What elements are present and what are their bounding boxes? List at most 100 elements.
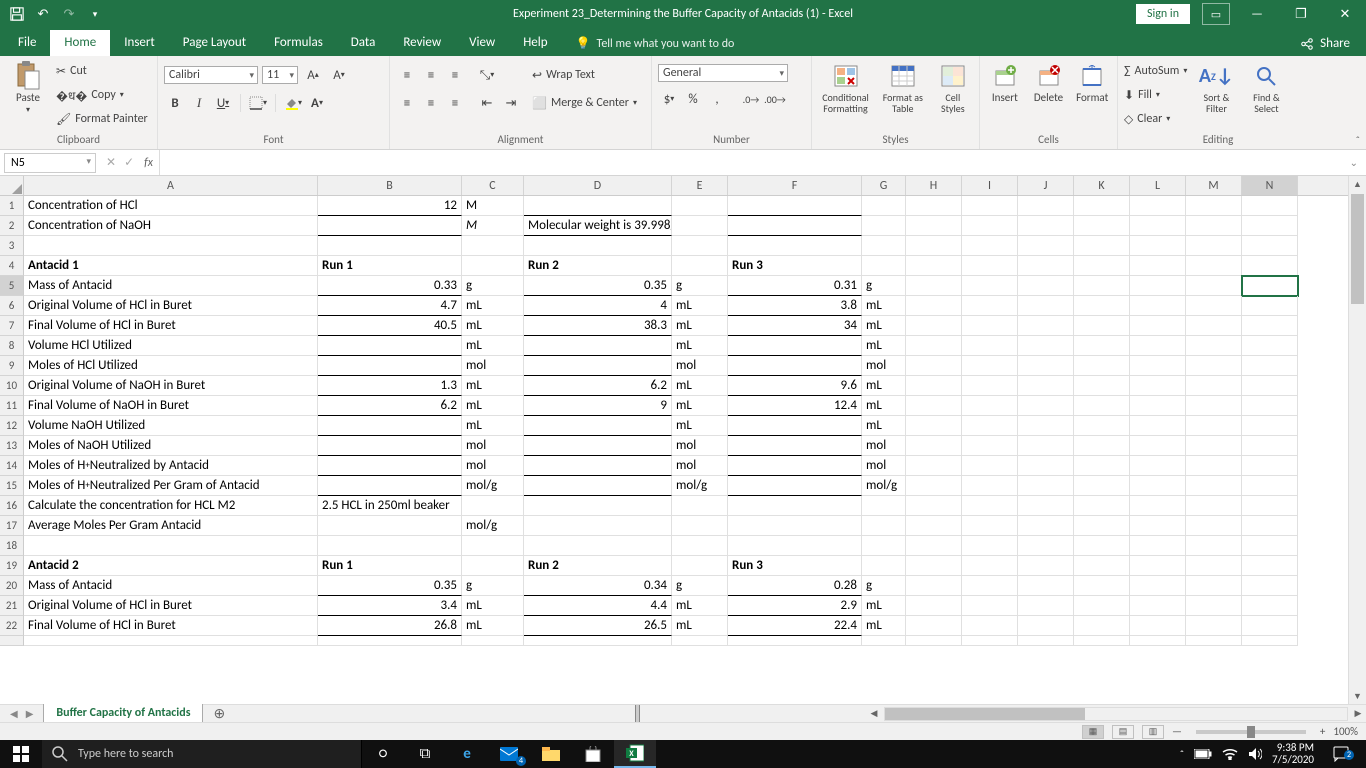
cell[interactable] [962,616,1018,636]
cell[interactable]: mol [672,456,728,476]
cell[interactable] [1018,416,1074,436]
percent-format-icon[interactable]: % [682,89,704,109]
cell[interactable]: g [862,576,906,596]
row-header[interactable]: 21 [0,596,24,616]
cell[interactable] [906,536,962,556]
cell[interactable]: 6.2 [524,376,672,396]
cell[interactable] [1018,496,1074,516]
cell[interactable]: mol [672,436,728,456]
cell[interactable]: 3.8 [728,296,862,316]
cell[interactable]: mol [862,456,906,476]
orientation-icon[interactable]: ⤡▾ [476,65,498,85]
cell[interactable]: Final Volume of HCl in Buret [24,616,318,636]
cell[interactable]: Mass of Antacid [24,576,318,596]
cell[interactable]: Run 3 [728,256,862,276]
cell[interactable]: mL [672,296,728,316]
cell[interactable] [728,216,862,236]
cell[interactable]: 12 [318,196,462,216]
row-header[interactable]: 15 [0,476,24,496]
cell[interactable] [728,336,862,356]
cell[interactable] [1186,336,1242,356]
cell[interactable] [1130,636,1186,646]
cell[interactable] [318,336,462,356]
cell[interactable]: 12.4 [728,396,862,416]
comma-format-icon[interactable]: , [706,89,728,109]
row-header[interactable]: 19 [0,556,24,576]
row-header[interactable]: 2 [0,216,24,236]
cell[interactable]: mL [672,596,728,616]
cell[interactable]: mol [862,436,906,456]
cell[interactable] [1242,196,1298,216]
cell[interactable] [962,436,1018,456]
page-break-view-icon[interactable]: ▥ [1142,725,1164,739]
cell[interactable] [1018,216,1074,236]
cell[interactable] [962,476,1018,496]
cell[interactable] [962,596,1018,616]
cell[interactable] [1242,556,1298,576]
cell[interactable] [1186,636,1242,646]
align-bottom-icon[interactable]: ≡ [444,65,466,85]
cell[interactable] [1242,236,1298,256]
cell[interactable] [962,556,1018,576]
page-layout-view-icon[interactable]: ▤ [1112,725,1134,739]
cell[interactable]: Final Volume of NaOH in Buret [24,396,318,416]
tray-expand-icon[interactable]: ˆ [1180,748,1184,761]
cell[interactable]: mL [672,396,728,416]
cortana-icon[interactable]: ○ [362,740,404,768]
zoom-slider[interactable] [1196,730,1306,734]
font-size-select[interactable]: 11 [262,66,298,84]
decrease-font-icon[interactable]: A▾ [328,65,350,85]
wifi-icon[interactable] [1222,748,1238,760]
cell[interactable]: Original Volume of HCl in Buret [24,596,318,616]
insert-cells-button[interactable]: Insert [986,60,1024,104]
cell[interactable] [1186,516,1242,536]
cell[interactable] [1018,436,1074,456]
cell[interactable]: 4 [524,296,672,316]
cell[interactable]: Final Volume of HCl in Buret [24,316,318,336]
cell[interactable] [1130,196,1186,216]
accounting-format-icon[interactable]: $▾ [658,89,680,109]
cell[interactable] [672,556,728,576]
tab-page-layout[interactable]: Page Layout [169,30,260,56]
align-right-icon[interactable]: ≡ [444,93,466,113]
cell[interactable] [1242,296,1298,316]
expand-formula-bar-icon[interactable]: ⌄ [1342,156,1366,169]
cell[interactable]: mol/g [462,516,524,536]
zoom-level[interactable]: 100% [1333,725,1358,738]
cell[interactable] [728,356,862,376]
fill-button[interactable]: ⬇Fill▾ [1124,84,1187,106]
cell[interactable] [1186,256,1242,276]
font-name-select[interactable]: Calibri [164,66,258,84]
row-header[interactable]: 13 [0,436,24,456]
cell[interactable] [1018,456,1074,476]
sheet-tab-active[interactable]: Buffer Capacity of Antacids [43,704,203,723]
cell[interactable] [1186,596,1242,616]
cell[interactable]: mol [862,356,906,376]
cell[interactable]: mL [862,376,906,396]
cell[interactable]: mL [862,296,906,316]
cell[interactable]: M [462,216,524,236]
cell[interactable]: mL [462,396,524,416]
cell[interactable] [462,556,524,576]
cell[interactable] [1130,436,1186,456]
decrease-indent-icon[interactable]: ⇤ [476,93,498,113]
cell[interactable] [524,196,672,216]
row-header[interactable]: 8 [0,336,24,356]
cell[interactable] [906,616,962,636]
cell[interactable] [1018,396,1074,416]
cell[interactable] [1130,296,1186,316]
volume-icon[interactable] [1248,747,1262,761]
row-header[interactable]: 5 [0,276,24,296]
cell[interactable] [1018,336,1074,356]
increase-font-icon[interactable]: A▴ [302,65,324,85]
cell[interactable]: mol/g [862,476,906,496]
cell[interactable] [1074,476,1130,496]
cell[interactable] [1242,336,1298,356]
cell[interactable] [1186,396,1242,416]
cell[interactable] [906,356,962,376]
undo-icon[interactable]: ↶ [32,3,54,25]
cell[interactable] [1074,276,1130,296]
cell[interactable] [1018,236,1074,256]
normal-view-icon[interactable]: ▦ [1082,725,1104,739]
cell[interactable] [524,536,672,556]
